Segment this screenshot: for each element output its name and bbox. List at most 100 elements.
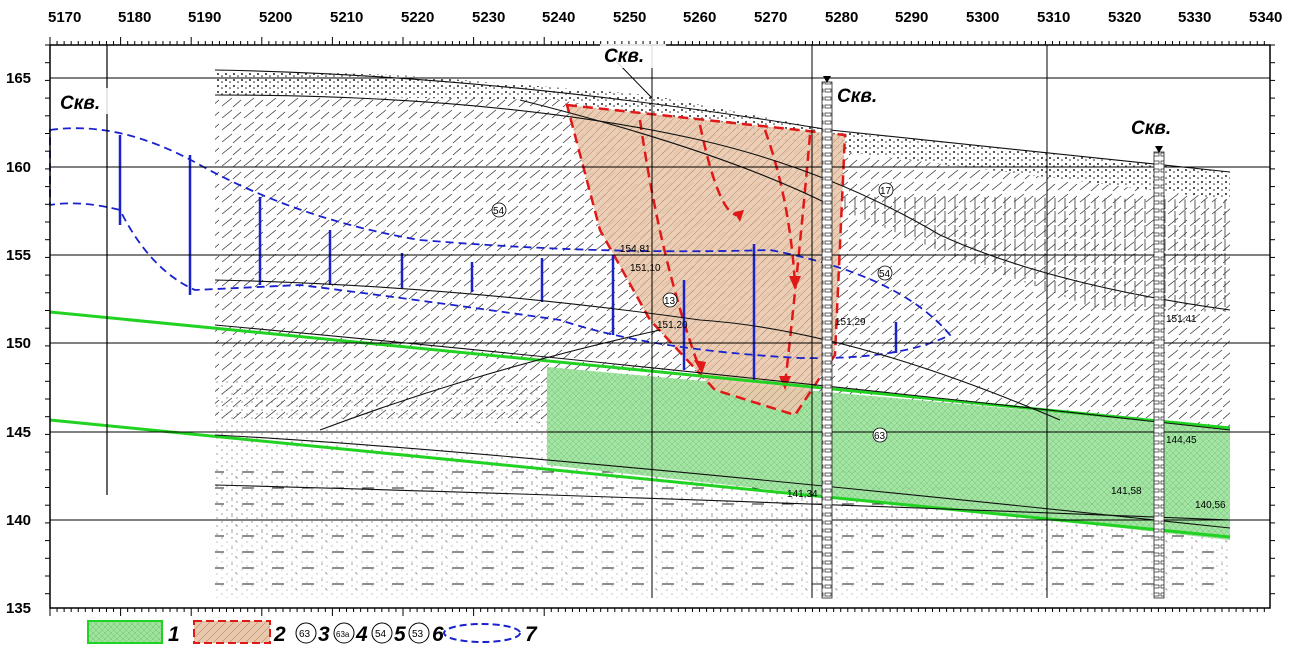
y-tick-label: 165 — [6, 70, 31, 87]
well-column — [1153, 151, 1165, 599]
elevation-label: 154,81 — [620, 244, 651, 255]
arrow-head-1 — [694, 360, 706, 374]
x-tick-label: 5180 — [118, 9, 151, 26]
x-tick-label: 5310 — [1037, 9, 1070, 26]
legend-code: 63a — [336, 630, 350, 639]
boundary-line — [214, 324, 1231, 431]
elevation-label: 141,58 — [1111, 486, 1142, 497]
y-tick-label: 155 — [6, 247, 31, 264]
x-tick-label: 5330 — [1178, 9, 1211, 26]
well-label: Скв. — [1131, 118, 1171, 139]
boundary-line — [214, 484, 1231, 521]
y-tick-label: 140 — [6, 512, 31, 529]
boundary-line — [214, 434, 1231, 529]
boundary-line — [214, 279, 1061, 421]
x-tick-label: 5250 — [613, 9, 646, 26]
arrow-head-2 — [734, 210, 744, 222]
well-column — [821, 81, 833, 599]
red-zone-outline — [565, 103, 847, 417]
legend-code-circle — [371, 622, 393, 644]
layer-codes: 54 17 54 13 63 — [491, 182, 894, 443]
x-tick-label: 5300 — [966, 9, 999, 26]
legend-number: 5 — [394, 623, 406, 646]
well-marker — [823, 76, 831, 83]
x-tick-label: 5230 — [472, 9, 505, 26]
stratum-vertical — [830, 195, 1230, 312]
flow-arrow-1 — [638, 119, 702, 371]
y-axis-labels: 165 160 155 150 145 140 135 — [6, 70, 31, 617]
boundary-line — [319, 329, 661, 431]
legend-number: 3 — [318, 623, 330, 646]
legend-code: 53 — [412, 629, 424, 640]
x-tick-label: 5170 — [48, 9, 81, 26]
x-tick-label: 5210 — [330, 9, 363, 26]
well-labels: Скв. Скв. Скв. Скв. — [55, 44, 1194, 140]
green-zone — [547, 367, 1230, 540]
legend-code: 63 — [299, 629, 311, 640]
boundary-lines — [214, 69, 1231, 529]
layer-code-circle — [662, 292, 678, 308]
boundary-line — [519, 99, 831, 206]
layer-code-circle — [872, 427, 888, 443]
well-label: Скв. — [604, 46, 644, 67]
layer-code: 54 — [879, 269, 891, 280]
axis-ticks — [45, 37, 1275, 616]
layer-code: 54 — [493, 206, 505, 217]
well-label: Скв. — [837, 86, 877, 107]
layer-code: 63 — [874, 431, 886, 442]
elevation-label: 141,34 — [787, 489, 818, 500]
flow-arrow-3 — [763, 129, 797, 286]
layer-code: 13 — [664, 296, 676, 307]
elevation-label: 151,29 — [835, 317, 866, 328]
elevation-label: 151,10 — [630, 263, 661, 274]
elevation-label: 151,41 — [1166, 314, 1197, 325]
x-tick-label: 5320 — [1108, 9, 1141, 26]
grid — [50, 45, 1270, 598]
legend-code-circle — [408, 622, 430, 644]
x-tick-label: 5280 — [825, 9, 858, 26]
well-marker — [1155, 146, 1163, 153]
legend-number: 1 — [168, 623, 180, 646]
flow-arrow-heads — [694, 210, 801, 390]
blue-dashed-zone — [49, 127, 952, 360]
x-tick-label: 5270 — [754, 9, 787, 26]
legend-number: 6 — [432, 623, 444, 646]
legend-number: 2 — [273, 623, 286, 646]
elevation-label: 140,56 — [1195, 500, 1226, 511]
y-tick-label: 160 — [6, 159, 31, 176]
legend-code: 54 — [375, 629, 387, 640]
elevation-label: 144,45 — [1166, 435, 1197, 446]
legend: 1 2 63 3 63a 4 54 5 53 6 7 — [87, 620, 538, 646]
elevation-labels: 154,81 151,10 151,20 151,29 151,41 144,4… — [620, 244, 1226, 511]
legend-swatch-red — [193, 620, 271, 644]
layer-code-circle — [491, 202, 507, 218]
x-axis-labels: 5170 5180 5190 5200 5210 5220 5230 5240 … — [48, 9, 1282, 26]
x-tick-label: 5260 — [683, 9, 716, 26]
x-tick-label: 5290 — [895, 9, 928, 26]
x-tick-label: 5220 — [401, 9, 434, 26]
layer-code: 17 — [880, 186, 892, 197]
x-tick-label: 5240 — [542, 9, 575, 26]
layer-code-circle — [878, 182, 894, 198]
legend-blue-dashed-ellipse — [443, 623, 521, 643]
y-tick-label: 135 — [6, 600, 31, 617]
green-line-lower — [49, 418, 1231, 539]
boundary-line — [214, 69, 1231, 173]
red-zone — [567, 105, 845, 415]
x-tick-label: 5200 — [259, 9, 292, 26]
stratum-lower-dots — [215, 540, 1230, 598]
x-tick-label: 5190 — [188, 9, 221, 26]
legend-code-circle — [295, 622, 317, 644]
legend-code-circle — [333, 622, 355, 644]
layer-code-circle — [877, 265, 893, 281]
legend-number: 7 — [525, 623, 538, 646]
arrow-head-3 — [789, 276, 801, 290]
boundary-line — [214, 94, 1231, 311]
elevation-label: 151,20 — [657, 320, 688, 331]
legend-swatch-green — [87, 620, 163, 644]
y-tick-label: 150 — [6, 335, 31, 352]
x-tick-label: 5340 — [1249, 9, 1282, 26]
y-tick-label: 145 — [6, 424, 31, 441]
